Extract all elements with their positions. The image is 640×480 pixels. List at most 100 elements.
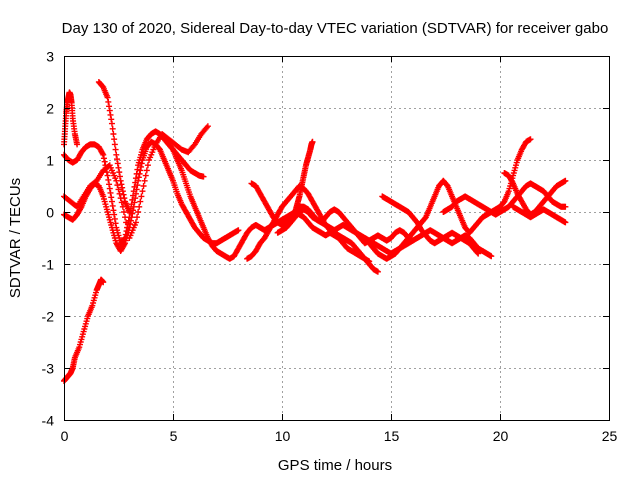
y-tick-label: -1 [42,257,55,273]
y-tick-label: 0 [46,205,54,221]
data-point [110,131,117,137]
data-point [114,182,121,189]
data-point [118,199,125,206]
data-point [134,214,141,221]
data-point [100,151,107,158]
data-point [128,214,135,221]
y-tick-label: 3 [46,49,54,65]
data-point [138,163,145,170]
tick-labels: 0 5 10 15 20 25 -4 -3 -2 -1 0 1 2 3 [42,49,618,445]
data-point [114,156,121,163]
data-point [474,249,481,256]
data-point [475,250,482,257]
x-tick-label: 10 [275,428,291,444]
data-point [134,166,141,173]
data-point [138,193,145,200]
series-arc-d [95,79,133,215]
y-axis-label: SDTVAR / TECUs [7,178,24,298]
data-point [115,164,122,171]
data-point [562,203,569,210]
series-arc-g [170,146,373,265]
chart-title: Day 130 of 2020, Sidereal Day-to-day VTE… [62,20,609,37]
series-arc-o [501,170,569,218]
data-point [123,219,130,226]
data-point [109,202,116,209]
data-point [133,186,140,193]
data-point [144,162,151,169]
data-point [113,177,120,184]
data-point [140,183,147,189]
data-point [116,173,123,180]
data-point [119,203,126,210]
data-point [131,199,138,206]
data-points [61,79,569,384]
series-arc-i [248,180,416,257]
data-point [111,136,118,143]
data-point [137,167,144,174]
data-point [112,220,119,227]
data-point [122,214,129,221]
x-tick-label: 15 [384,428,400,444]
data-point [130,203,137,210]
data-point [106,107,113,114]
data-point [527,136,534,143]
data-point [111,141,118,148]
data-point [100,155,107,162]
data-point [115,186,122,193]
x-tick-label: 0 [61,428,69,444]
data-point [135,177,142,184]
y-tick-label: 1 [46,153,54,169]
y-tick-label: -4 [42,413,55,429]
series-arc-e [61,123,211,241]
data-point [132,190,139,197]
data-point [118,181,125,188]
data-point [108,120,115,127]
data-point [135,209,142,215]
data-point [120,209,127,215]
data-point [105,176,112,183]
data-point [309,138,316,145]
data-point [107,189,114,196]
data-point [132,195,139,202]
data-point [137,198,144,205]
data-point [127,221,134,228]
data-point [374,268,381,275]
data-point [562,219,569,226]
data-point [562,177,569,184]
plot-frame [64,56,610,421]
data-point [135,174,142,181]
series-arc-m [379,193,482,257]
data-point [74,141,81,148]
data-point [106,181,113,188]
data-point [127,217,134,224]
data-point [113,151,120,158]
data-point [129,210,136,217]
data-point [141,177,148,184]
series-arc-p [510,203,569,226]
data-point [119,188,126,195]
data-point [143,167,150,174]
data-point [117,195,124,202]
data-point [107,111,114,118]
data-point [142,172,149,179]
data-point [108,116,115,123]
data-point [110,207,117,214]
axis-ticks [64,56,610,421]
data-point [112,146,119,153]
data-point [120,191,127,198]
data-point [116,190,123,197]
data-point [509,179,516,186]
data-point [116,169,123,176]
data-point [104,94,111,101]
y-tick-label: -3 [42,361,55,377]
gridlines [64,56,609,420]
data-point [109,125,116,132]
data-point [138,160,145,167]
data-point [104,172,111,179]
data-point [139,188,146,195]
data-point [204,123,211,130]
series-arc-a [61,276,107,384]
data-point [114,160,121,167]
x-tick-label: 25 [602,428,618,444]
